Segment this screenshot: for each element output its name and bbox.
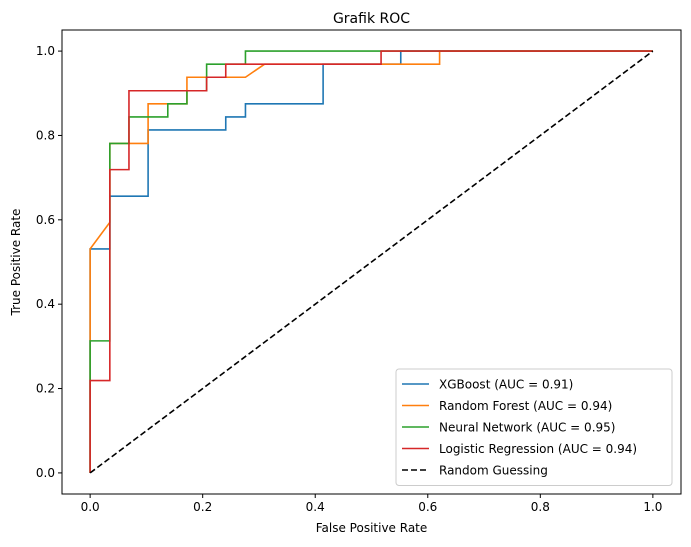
series-line-4 <box>89 50 654 474</box>
y-tick-label: 0.0 <box>36 466 55 480</box>
x-axis-label: False Positive Rate <box>316 521 428 535</box>
y-tick-label: 1.0 <box>36 44 55 58</box>
plot-frame <box>61 29 682 495</box>
y-tick-label: 0.4 <box>36 297 55 311</box>
x-tick-label: 0.6 <box>418 500 437 514</box>
y-tick-label: 0.8 <box>36 128 55 142</box>
axis-ticks: 0.0 0.2 0.4 0.6 0.8 1.0 0.0 0.2 0.4 0.6 0.8 1.0 <box>36 44 663 514</box>
legend-label-0: XGBoost (AUC = 0.91) <box>439 378 573 392</box>
y-tick-label: 0.6 <box>36 213 55 227</box>
y-tick-label: 0.2 <box>36 382 55 396</box>
series-line-3 <box>89 50 653 473</box>
legend-label-2: Neural Network (AUC = 0.95) <box>439 421 615 435</box>
legend-box <box>395 368 673 486</box>
x-tick-label: 0.0 <box>81 500 100 514</box>
legend-label-4: Random Guessing <box>439 464 548 478</box>
y-axis-label: True Positive Rate <box>9 209 23 317</box>
legend: XGBoost (AUC = 0.91) Random Forest (AUC =… <box>395 368 673 486</box>
x-tick-label: 0.8 <box>531 500 550 514</box>
x-tick-label: 1.0 <box>643 500 662 514</box>
chart-title: Grafik ROC <box>333 11 410 27</box>
legend-label-3: Logistic Regression (AUC = 0.94) <box>439 442 637 456</box>
plot-area <box>89 50 654 474</box>
x-tick-label: 0.4 <box>306 500 325 514</box>
legend-label-1: Random Forest (AUC = 0.94) <box>439 399 612 413</box>
x-tick-label: 0.2 <box>193 500 212 514</box>
